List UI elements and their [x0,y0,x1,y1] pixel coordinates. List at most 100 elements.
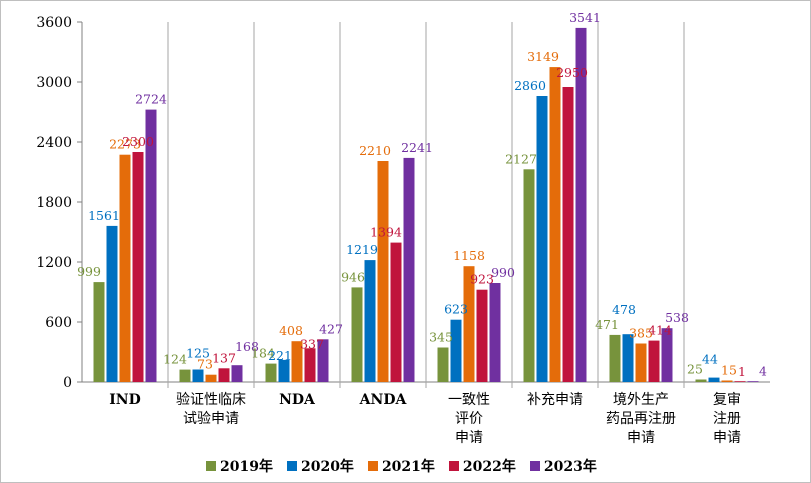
data-label: 124 [163,352,187,367]
bar [562,87,574,382]
x-category-label-line: 补充申请 [527,392,583,408]
data-label: 15 [721,363,737,378]
bar [575,27,587,383]
bar [132,152,144,382]
legend-swatch [367,461,378,471]
bar [179,369,191,382]
data-label: 2241 [401,140,433,155]
legend-item: 2020年 [286,456,354,476]
bar [317,339,329,382]
x-category-label-line: 复审 [713,391,741,408]
legend-swatch [206,461,216,471]
data-label: 44 [702,352,718,367]
x-category-label: IND [109,392,141,408]
data-label: 4 [759,364,767,379]
bar [403,157,415,382]
legend-swatch [529,461,540,471]
bar [476,289,488,382]
data-label: 408 [279,323,303,338]
data-label: 385 [629,326,653,341]
y-tick-label: 3000 [36,75,72,91]
y-tick-label: 3600 [36,15,72,31]
legend-label: 2021年 [381,459,435,475]
data-label: 999 [77,264,101,279]
data-label: 1561 [88,208,120,223]
bar [106,225,118,382]
x-category-label: NDA [279,392,316,408]
x-category-label-line: 境外生产 [613,392,669,408]
bar [648,340,660,382]
bar [119,154,131,382]
bar [549,67,561,382]
x-category-label: 复审注册申请 [713,391,741,446]
bar [304,348,316,382]
bar [351,287,363,382]
x-category-label-line: 一致性 [448,392,490,408]
data-label: 345 [429,330,453,345]
x-category-label: 验证性临床试验申请 [176,392,246,427]
bar [390,242,402,382]
data-label: 3541 [569,10,601,25]
data-label: 2950 [556,65,588,80]
data-label: 337 [300,336,324,351]
x-category-label-line: 试验申请 [183,411,239,427]
data-label: 946 [341,269,365,284]
data-label: 2860 [514,78,546,93]
data-label: 990 [491,265,515,280]
bar [218,368,230,382]
data-label: 427 [319,321,343,336]
data-label: 1219 [346,242,378,257]
data-label: 2300 [122,134,154,149]
legend-swatch [286,461,297,471]
x-category-label-line: 药品再注册 [606,411,676,427]
data-label: 1 [738,364,746,379]
y-tick-label: 0 [63,375,72,391]
data-label: 2273 [109,137,141,152]
legend-label: 2019年 [220,459,273,475]
bar [192,369,204,382]
data-label: 3149 [527,49,559,64]
x-category-label: ANDA [359,392,408,408]
x-category-label-line: ANDA [359,392,408,408]
bar [721,380,733,382]
legend-swatch [448,461,459,471]
bar [364,260,376,382]
x-category-label-line: IND [109,392,141,408]
x-category-label-line: 评价 [455,411,483,427]
data-label: 471 [595,317,619,332]
y-tick-label: 2400 [36,135,72,151]
bar [437,347,449,382]
x-category-label-line: 验证性临床 [176,392,246,408]
x-category-label-line: 申请 [627,430,655,446]
data-label: 538 [665,310,689,325]
data-label: 414 [648,323,672,338]
bar [734,381,746,382]
bar [523,169,535,382]
data-label: 25 [687,362,703,377]
bar [450,319,462,382]
bar [635,343,647,382]
legend-item: 2022年 [448,456,516,476]
bar [278,359,290,382]
data-label: 1394 [370,225,402,240]
x-category-label-line: 申请 [713,430,741,446]
x-category-label-line: NDA [279,392,316,408]
x-category-label: 境外生产药品再注册申请 [606,392,676,446]
bar [609,334,621,382]
data-label: 184 [251,346,275,361]
data-label: 168 [235,339,259,354]
legend-label: 2023年 [543,459,597,475]
data-label: 623 [444,302,468,317]
data-label: 2210 [359,143,391,158]
bar [622,334,634,382]
y-tick-label: 600 [45,315,72,331]
data-label: 73 [197,357,213,372]
data-label: 2724 [135,92,167,107]
bar [93,282,105,382]
y-tick-label: 1200 [36,255,72,271]
legend-item: 2021年 [367,456,435,476]
x-category-label-line: 申请 [455,430,483,446]
data-label: 2127 [505,151,537,166]
data-label: 221 [268,348,292,363]
